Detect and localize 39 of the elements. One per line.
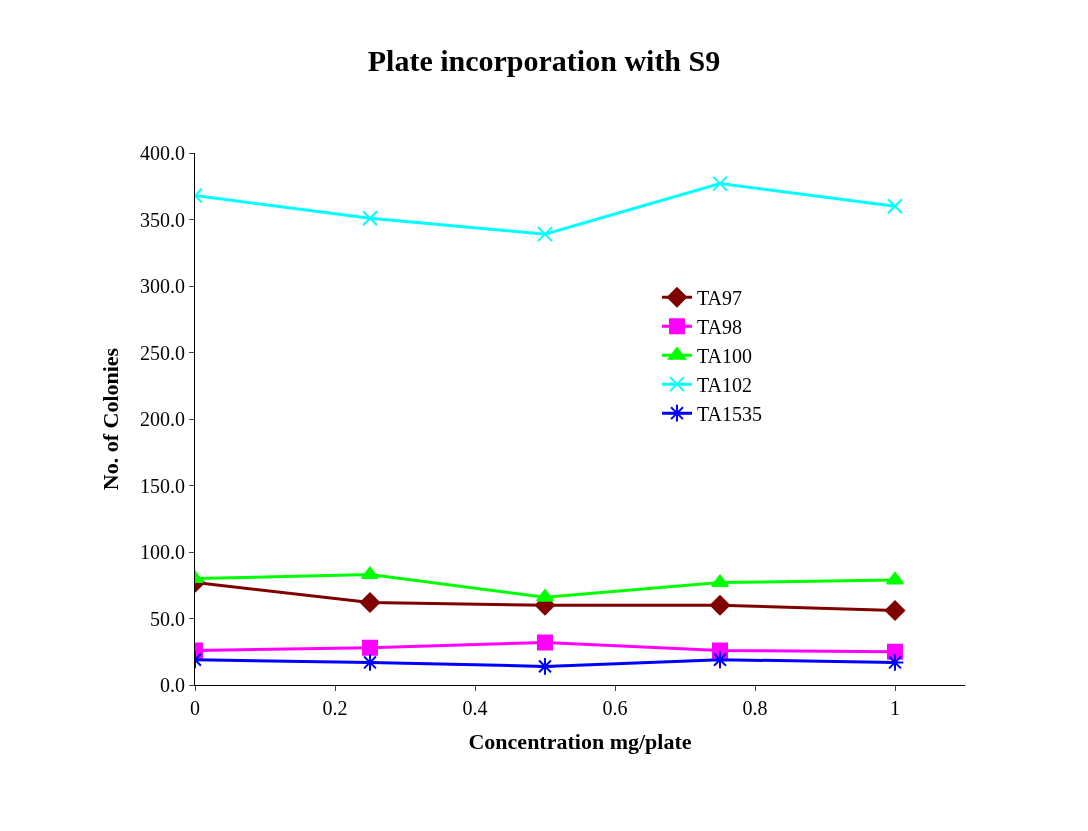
y-tick-label: 300.0 xyxy=(140,275,185,297)
point xyxy=(360,652,380,672)
chart-title: Plate incorporation with S9 xyxy=(367,43,721,77)
x-tick-label: 0.6 xyxy=(602,697,628,719)
x-tick-label: 1 xyxy=(890,697,900,719)
point xyxy=(884,600,906,621)
y-tick-label: 250.0 xyxy=(140,341,185,364)
point xyxy=(885,571,905,585)
x-axis-title: Concentration mg/plate xyxy=(468,728,692,754)
point xyxy=(535,656,555,676)
x-tick-label: 0.2 xyxy=(322,697,348,719)
point xyxy=(360,566,380,580)
point xyxy=(537,634,553,651)
legend-label: TA1535 xyxy=(697,402,763,425)
point xyxy=(709,595,731,616)
point xyxy=(712,175,728,192)
point xyxy=(885,652,905,672)
legend-label: TA98 xyxy=(697,315,743,338)
x-tick-label: 0 xyxy=(190,697,200,719)
legend-label: TA100 xyxy=(697,344,753,367)
y-tick-label: 150.0 xyxy=(140,474,185,497)
y-axis-title: No. of Colonies xyxy=(97,347,123,491)
y-tick-label: 200.0 xyxy=(140,408,185,430)
legend-label: TA102 xyxy=(697,373,753,396)
point xyxy=(887,198,903,215)
y-tick-label: 50.0 xyxy=(150,607,185,630)
point xyxy=(537,226,553,243)
point xyxy=(710,650,730,670)
y-tick-label: 100.0 xyxy=(140,541,185,563)
legend-label: TA97 xyxy=(697,286,743,309)
y-tick-label: 350.0 xyxy=(140,208,185,231)
point xyxy=(359,592,381,613)
point xyxy=(362,639,378,656)
y-tick-label: 0.0 xyxy=(160,674,185,696)
x-tick-label: 0.8 xyxy=(742,697,768,719)
x-tick-label: 0.4 xyxy=(462,697,488,719)
point xyxy=(362,210,378,227)
y-tick-label: 400.0 xyxy=(140,142,185,164)
point xyxy=(710,574,730,588)
